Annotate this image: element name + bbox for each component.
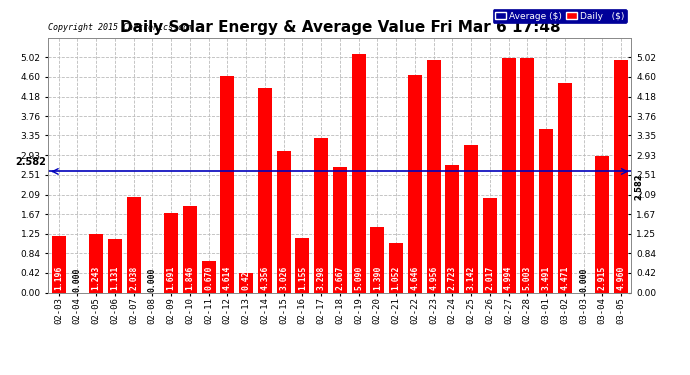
Bar [52, 237, 66, 292]
Bar [371, 227, 384, 292]
Text: 3.298: 3.298 [317, 266, 326, 290]
Text: 4.960: 4.960 [617, 266, 626, 290]
Title: Daily Solar Energy & Average Value Fri Mar 6 17:48: Daily Solar Energy & Average Value Fri M… [119, 20, 560, 35]
Legend: Average ($), Daily   ($): Average ($), Daily ($) [493, 9, 627, 23]
Text: 3.491: 3.491 [542, 266, 551, 290]
Text: 2.038: 2.038 [129, 266, 138, 290]
Bar [183, 206, 197, 292]
Text: 2.582: 2.582 [634, 174, 643, 201]
Text: 3.142: 3.142 [466, 266, 475, 290]
Bar [445, 165, 460, 292]
Bar [108, 240, 122, 292]
Bar [258, 88, 272, 292]
Bar [558, 83, 572, 292]
Text: 0.000: 0.000 [579, 267, 588, 292]
Bar [239, 273, 253, 292]
Text: 1.846: 1.846 [186, 266, 195, 290]
Bar [89, 234, 103, 292]
Bar [464, 145, 478, 292]
Text: 0.000: 0.000 [148, 267, 157, 292]
Text: 1.155: 1.155 [298, 266, 307, 290]
Bar [351, 54, 366, 292]
Bar [389, 243, 403, 292]
Bar [408, 75, 422, 292]
Text: 4.994: 4.994 [504, 266, 513, 290]
Text: 5.090: 5.090 [354, 266, 363, 290]
Bar [295, 238, 309, 292]
Bar [201, 261, 215, 292]
Text: 4.956: 4.956 [429, 266, 438, 290]
Text: 4.356: 4.356 [260, 266, 269, 290]
Text: 2.582: 2.582 [16, 157, 46, 167]
Bar [614, 60, 628, 292]
Text: 5.003: 5.003 [523, 266, 532, 290]
Text: 1.390: 1.390 [373, 266, 382, 290]
Text: 2.667: 2.667 [335, 266, 344, 290]
Bar [483, 198, 497, 292]
Bar [164, 213, 178, 292]
Text: 1.052: 1.052 [391, 266, 401, 290]
Text: 0.420: 0.420 [241, 266, 250, 290]
Bar [539, 129, 553, 292]
Bar [520, 58, 534, 292]
Text: 0.000: 0.000 [73, 267, 82, 292]
Bar [426, 60, 441, 292]
Text: 0.670: 0.670 [204, 266, 213, 290]
Text: 3.026: 3.026 [279, 266, 288, 290]
Bar [126, 197, 141, 292]
Text: 2.017: 2.017 [485, 266, 494, 290]
Text: 4.614: 4.614 [223, 266, 232, 290]
Text: 4.471: 4.471 [560, 266, 569, 290]
Text: 1.131: 1.131 [110, 266, 119, 290]
Text: 2.723: 2.723 [448, 266, 457, 290]
Bar [220, 76, 235, 292]
Text: 4.646: 4.646 [411, 266, 420, 290]
Bar [333, 168, 347, 292]
Bar [502, 58, 515, 292]
Text: Copyright 2015 Cartronics.com: Copyright 2015 Cartronics.com [48, 23, 193, 32]
Bar [595, 156, 609, 292]
Text: 2.915: 2.915 [598, 266, 607, 290]
Text: 1.196: 1.196 [54, 266, 63, 290]
Text: 1.691: 1.691 [166, 266, 175, 290]
Bar [314, 138, 328, 292]
Bar [277, 151, 290, 292]
Text: 1.243: 1.243 [92, 266, 101, 290]
